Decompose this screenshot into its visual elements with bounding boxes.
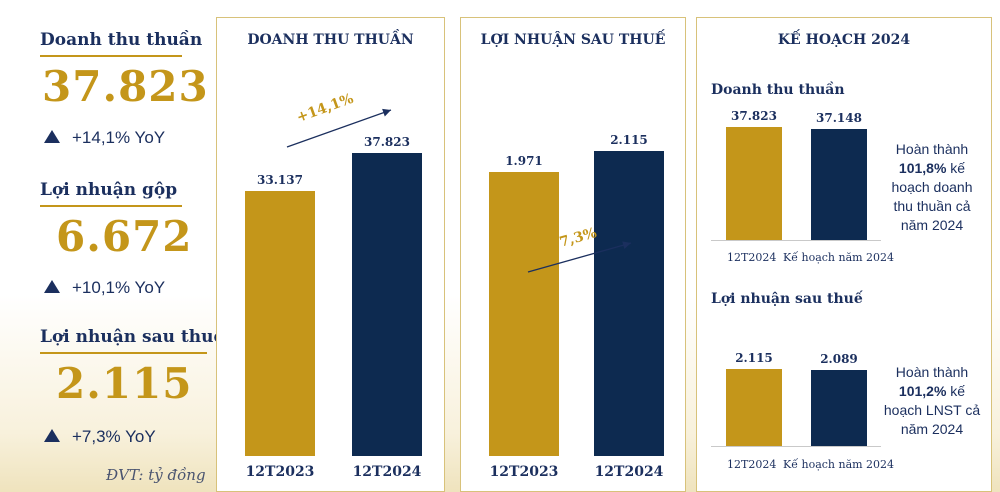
plan-profit-note-pct: 101,2% bbox=[898, 383, 947, 399]
x-axis-line bbox=[711, 446, 881, 447]
bar-value-label: 2.089 bbox=[820, 351, 858, 366]
up-triangle-icon bbox=[44, 130, 60, 144]
category-label: Kế hoạch năm 2024 bbox=[783, 458, 895, 471]
plan-revenue-note-suffix: kế hoạch doanh thu thuần cả năm 2024 bbox=[891, 160, 973, 233]
kpi-revenue-label: Doanh thu thuần bbox=[40, 30, 203, 50]
plan-panel: KẾ HOẠCH 2024 Doanh thu thuần Lợi nhuận … bbox=[696, 17, 992, 492]
bar-kế-hoạch-năm-2024 bbox=[811, 129, 867, 240]
plan-profit-note-suffix: kế hoạch LNST cả năm 2024 bbox=[883, 383, 981, 437]
kpi-gross-profit-label: Lợi nhuận gộp bbox=[40, 180, 178, 200]
bar-12t2023 bbox=[245, 190, 315, 456]
bar-12t2023 bbox=[489, 172, 559, 456]
kpi-net-profit-value: 2.115 bbox=[56, 359, 193, 408]
bar-12t2024 bbox=[352, 153, 422, 456]
bar-value-label: 37.823 bbox=[364, 135, 410, 150]
x-axis-line bbox=[711, 240, 881, 241]
revenue-chart-panel: DOANH THU THUẦN 33.137 12T2023 37.823 12T20… bbox=[216, 17, 445, 492]
up-triangle-icon bbox=[44, 280, 60, 294]
plan-revenue-note-pct: 101,8% bbox=[898, 160, 947, 176]
kpi-gross-profit-value: 6.672 bbox=[56, 212, 193, 261]
bar-value-label: 2.115 bbox=[735, 350, 773, 365]
revenue-growth-arrow-icon bbox=[286, 108, 392, 148]
unit-note: ĐVT: tỷ đồng bbox=[106, 466, 206, 484]
bar-value-label: 37.148 bbox=[816, 111, 862, 126]
kpi-net-profit-yoy: +7,3% YoY bbox=[44, 427, 156, 447]
bar-12t2024 bbox=[594, 151, 664, 456]
bar-12t2024 bbox=[726, 368, 782, 446]
kpi-revenue-value: 37.823 bbox=[42, 62, 209, 111]
category-label: 12T2023 bbox=[245, 464, 315, 480]
kpi-gross-profit-yoy: +10,1% YoY bbox=[44, 278, 165, 298]
kpi-net-profit-label: Lợi nhuận sau thuế bbox=[40, 327, 225, 347]
profit-chart-title: LỢI NHUẬN SAU THUẾ bbox=[480, 32, 666, 48]
kpi-gross-profit-yoy-text: +10,1% YoY bbox=[72, 278, 166, 297]
category-label: 12T2024 bbox=[594, 464, 664, 480]
category-label: Kế hoạch năm 2024 bbox=[783, 251, 895, 264]
plan-revenue-note: Hoàn thành 101,8% kế hoạch doanh thu thu… bbox=[883, 140, 981, 235]
plan-revenue-note-prefix: Hoàn thành bbox=[895, 141, 969, 157]
plan-profit-subtitle: Lợi nhuận sau thuế bbox=[711, 291, 863, 307]
plan-revenue-subtitle: Doanh thu thuần bbox=[711, 82, 845, 98]
plan-profit-note-prefix: Hoàn thành bbox=[895, 364, 969, 380]
kpi-revenue-yoy: +14,1% YoY bbox=[44, 128, 165, 148]
bar-12t2024 bbox=[726, 127, 782, 240]
kpi-net-profit-rule bbox=[40, 352, 207, 354]
bar-kế-hoạch-năm-2024 bbox=[811, 369, 867, 446]
revenue-chart-title: DOANH THU THUẦN bbox=[247, 32, 414, 48]
profit-chart-panel: LỢI NHUẬN SAU THUẾ 1.971 12T2023 2.115 12T2… bbox=[460, 17, 686, 492]
bar-value-label: 2.115 bbox=[610, 133, 648, 148]
category-label: 12T2024 bbox=[727, 458, 777, 471]
kpi-revenue-rule bbox=[40, 55, 182, 57]
kpi-revenue-yoy-text: +14,1% YoY bbox=[72, 128, 166, 147]
bar-value-label: 37.823 bbox=[731, 109, 777, 124]
category-label: 12T2023 bbox=[489, 464, 559, 480]
plan-profit-note: Hoàn thành 101,2% kế hoạch LNST cả năm 2… bbox=[883, 363, 981, 439]
plan-title: KẾ HOẠCH 2024 bbox=[777, 32, 911, 48]
category-label: 12T2024 bbox=[727, 251, 777, 264]
bar-value-label: 33.137 bbox=[257, 172, 303, 187]
kpi-net-profit-yoy-text: +7,3% YoY bbox=[72, 427, 156, 446]
up-triangle-icon bbox=[44, 429, 60, 443]
category-label: 12T2024 bbox=[352, 464, 422, 480]
kpi-gross-profit-rule bbox=[40, 205, 182, 207]
profit-growth-arrow-icon bbox=[527, 241, 632, 273]
bar-value-label: 1.971 bbox=[505, 154, 543, 169]
